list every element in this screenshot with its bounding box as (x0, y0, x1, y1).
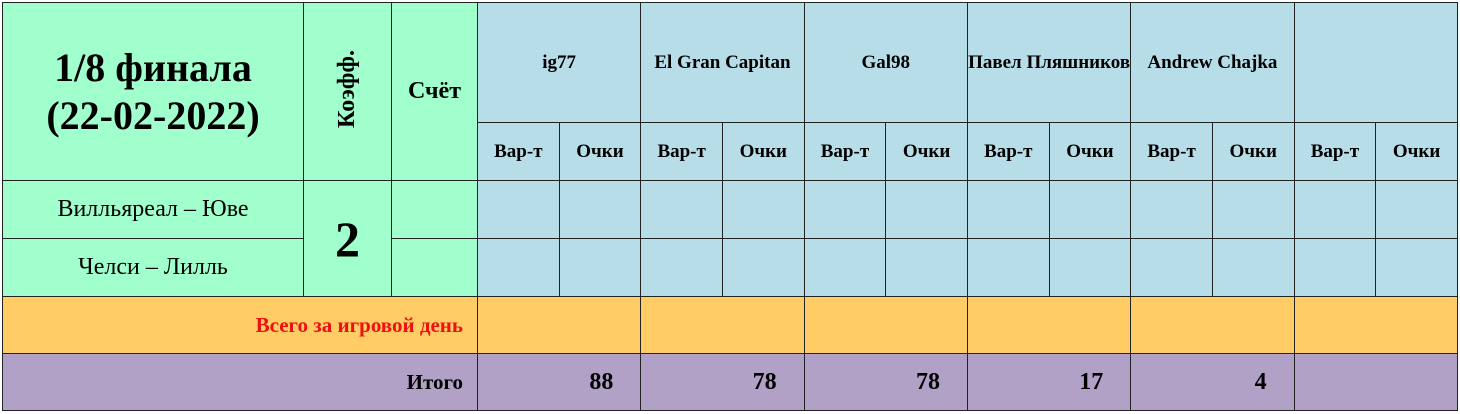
player-name: ig77 (476, 2, 642, 123)
player-name: Павел Пляшников (966, 2, 1132, 123)
cell (885, 180, 968, 239)
total-row: Итого 88 78 78 17 4 (2, 353, 1459, 411)
sub-header: Очки (1211, 122, 1295, 181)
cell (1211, 180, 1295, 239)
title-date: (22-02-2022) (46, 92, 260, 138)
cell (721, 180, 805, 239)
cell (558, 238, 642, 297)
cell (1048, 238, 1132, 297)
cell (1293, 238, 1377, 297)
day-cell (476, 296, 642, 354)
sub-header: Вар-т (1130, 122, 1213, 181)
subheader-row: Вар-т Очки Вар-т Очки Вар-т Очки Вар-т Очки Вар-… (3, 122, 1458, 181)
coef-label: Коэфф. (334, 49, 360, 128)
cell (477, 180, 560, 239)
cell (640, 180, 723, 239)
sub-header: Очки (721, 122, 805, 181)
player-name: Andrew Chajka (1130, 2, 1295, 123)
player-name (1293, 2, 1459, 123)
cell (1293, 180, 1377, 239)
cell (803, 180, 887, 239)
cell (966, 238, 1050, 297)
day-cell (640, 296, 805, 354)
sub-header: Очки (1048, 122, 1132, 181)
sub-header: Вар-т (477, 122, 560, 181)
total-value: 88 (476, 353, 642, 411)
day-cell (803, 296, 968, 354)
day-cell (1293, 296, 1459, 354)
match: Челси – Лилль (2, 238, 304, 297)
cell (966, 180, 1050, 239)
sub-header: Вар-т (803, 122, 887, 181)
cell (1375, 180, 1458, 239)
sub-header: Очки (1375, 122, 1458, 181)
match-row: Челси – Лилль (2, 238, 1458, 297)
cell (1130, 238, 1213, 297)
cell (558, 180, 642, 239)
sub-header: Вар-т (966, 122, 1050, 181)
cell (721, 238, 805, 297)
cell (1130, 180, 1213, 239)
total-value (1293, 353, 1459, 411)
cell (885, 238, 968, 297)
score-cell (391, 180, 478, 239)
sub-header: Вар-т (1293, 122, 1377, 181)
player-name: El Gran Capitan (640, 2, 805, 123)
total-value: 17 (966, 353, 1132, 411)
header-row: 1/8 финала (22-02-2022) Коэфф. Счёт ig77 E… (2, 2, 1459, 181)
cell (1048, 180, 1132, 239)
sub-header: Вар-т (640, 122, 723, 181)
cell (640, 238, 723, 297)
sub-header: Очки (885, 122, 968, 181)
day-cell (1130, 296, 1295, 354)
total-label: Итого (2, 353, 478, 411)
total-value: 78 (803, 353, 968, 411)
match: Вилльяреал – Юве (2, 180, 304, 239)
day-cell (966, 296, 1132, 354)
day-total-label: Всего за игровой день (2, 296, 478, 354)
player-name: Gal98 (803, 2, 968, 123)
cell (477, 238, 560, 297)
coef-header: Коэфф. (303, 2, 392, 181)
total-value: 4 (1130, 353, 1295, 411)
match-row: Вилльяреал – Юве 2 (2, 180, 1458, 297)
score-header: Счёт (391, 2, 478, 181)
cell (1211, 238, 1295, 297)
title: 1/8 финала (54, 44, 252, 90)
title-cell: 1/8 финала (22-02-2022) (2, 2, 304, 181)
cell (1375, 238, 1458, 297)
total-value: 78 (640, 353, 805, 411)
coefficient: 2 (303, 180, 392, 297)
cell (803, 238, 887, 297)
score-cell (391, 238, 478, 297)
sub-header: Очки (558, 122, 642, 181)
day-total-row: Всего за игровой день (2, 296, 1459, 354)
